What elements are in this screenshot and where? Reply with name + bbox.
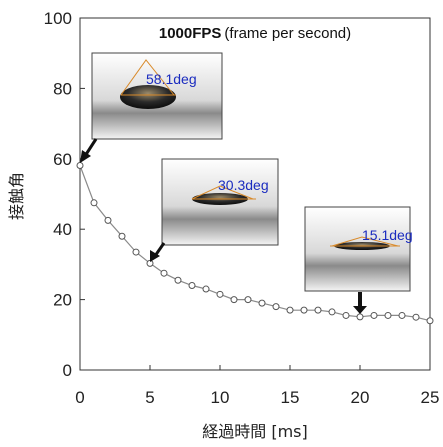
data-point [202, 285, 210, 293]
y-tick-label: 40 [53, 220, 72, 239]
data-point [76, 161, 84, 169]
data-point [272, 303, 280, 311]
data-point [230, 296, 238, 304]
y-axis-label: 接触角 [7, 172, 26, 220]
x-axis-label: 経過時間 [ms] [202, 422, 308, 441]
x-tick-label: 20 [351, 388, 370, 407]
data-point [384, 311, 392, 319]
y-tick-label: 80 [53, 79, 72, 98]
inset-label-1: 58.1deg [146, 71, 197, 87]
y-tick-label: 60 [53, 150, 72, 169]
y-tick-label: 0 [63, 361, 72, 380]
data-point [426, 317, 434, 325]
inset-image-3: 15.1deg [304, 206, 413, 292]
data-point [244, 296, 252, 304]
y-axis-ticks: 0 20 40 60 80 100 [44, 9, 85, 380]
x-tick-label: 10 [211, 388, 230, 407]
data-point [118, 232, 126, 240]
data-point [286, 306, 294, 314]
data-point [314, 306, 322, 314]
arrow-1 [80, 138, 98, 163]
data-point [398, 311, 406, 319]
data-point [412, 313, 420, 321]
data-point [188, 282, 196, 290]
inset-label-3: 15.1deg [362, 227, 413, 243]
data-point [342, 311, 350, 319]
series-points [76, 161, 434, 325]
chart-title: 1000FPS (frame per second) [159, 25, 351, 42]
x-axis-ticks: 0 5 10 15 20 25 [75, 365, 439, 407]
data-point [90, 199, 98, 207]
data-point [300, 306, 308, 314]
data-point [216, 290, 224, 298]
arrow-2 [150, 242, 166, 262]
data-point [370, 311, 378, 319]
data-point [328, 308, 336, 316]
x-tick-label: 15 [281, 388, 300, 407]
data-point [258, 299, 266, 307]
inset-image-2: 30.3deg [161, 158, 279, 246]
inset-image-1: 58.1deg [91, 52, 223, 140]
x-tick-label: 5 [145, 388, 154, 407]
x-tick-label: 25 [421, 388, 440, 407]
x-tick-label: 0 [75, 388, 84, 407]
inset-label-2: 30.3deg [218, 177, 269, 193]
y-tick-label: 20 [53, 291, 72, 310]
y-tick-label: 100 [44, 9, 72, 28]
data-point [132, 248, 140, 256]
data-point [104, 216, 112, 224]
data-point [174, 276, 182, 284]
arrow-3 [353, 292, 367, 314]
data-point [160, 269, 168, 277]
data-point [356, 313, 364, 321]
